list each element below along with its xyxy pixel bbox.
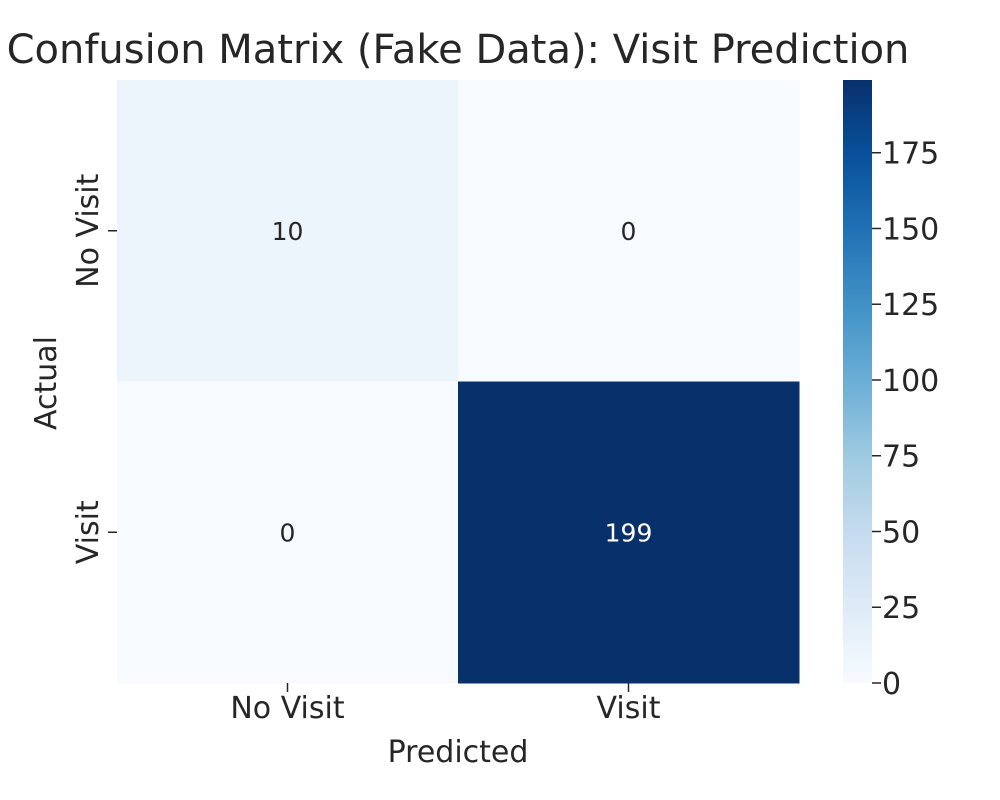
x-axis-ticks: No Visit Visit: [230, 683, 661, 726]
y-tick-label: Visit: [71, 500, 106, 564]
colorbar-tick-label: 50: [882, 515, 920, 550]
heatmap-cell: [458, 381, 800, 684]
cell-annotation: 199: [605, 518, 653, 547]
colorbar-tick-label: 125: [882, 288, 939, 323]
cell-annotation: 0: [280, 518, 296, 547]
colorbar: [843, 80, 872, 683]
heatmap-cell: [458, 80, 800, 382]
x-tick-label: No Visit: [230, 691, 344, 726]
colorbar-ticks: 0 25 50 75 100 125 150 175: [872, 137, 939, 702]
colorbar-tick-label: 175: [882, 137, 939, 172]
colorbar-tick-label: 25: [882, 591, 920, 626]
colorbar-tick-label: 75: [882, 440, 920, 475]
heatmap-cells: [117, 80, 800, 684]
heatmap-cell: [117, 80, 459, 382]
heatmap-annotations: 10 0 0 199: [272, 217, 653, 548]
x-axis-label: Predicted: [388, 735, 529, 770]
cell-annotation: 10: [272, 217, 304, 246]
y-axis-label: Actual: [29, 336, 64, 430]
y-axis-ticks: No Visit Visit: [71, 173, 117, 564]
colorbar-tick-label: 0: [882, 667, 901, 702]
colorbar-tick-label: 150: [882, 212, 939, 247]
y-tick-label: No Visit: [71, 173, 106, 287]
x-tick-label: Visit: [597, 691, 661, 726]
cell-annotation: 0: [621, 217, 637, 246]
chart-title: Confusion Matrix (Fake Data): Visit Pred…: [7, 27, 910, 73]
colorbar-tick-label: 100: [882, 364, 939, 399]
heatmap-cell: [117, 381, 459, 684]
